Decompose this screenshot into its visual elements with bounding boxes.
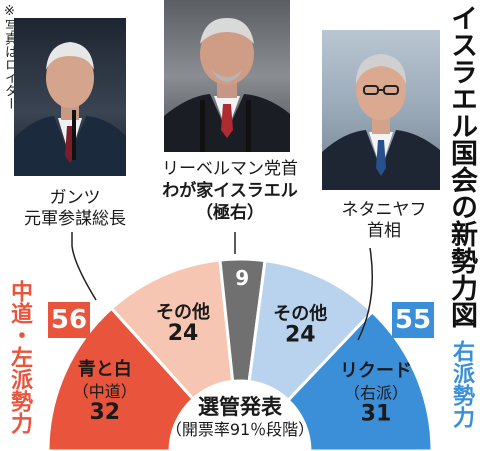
lieberman-party: わが家イスラエル xyxy=(162,181,298,201)
lieberman-ideology: （極右） xyxy=(196,203,264,223)
lieberman-photo xyxy=(164,0,290,152)
segment-likud xyxy=(286,309,434,451)
right-bloc-label: 右派勢力 xyxy=(449,340,474,428)
segment-left-others-value: 24 xyxy=(168,321,199,346)
center-caption: 選管発表 （開票率91％段階） xyxy=(150,394,330,440)
netanyahu-pointer xyxy=(357,247,374,341)
left-bloc-label: 中道・左派勢力 xyxy=(7,280,32,434)
segment-right-others-value: 24 xyxy=(285,323,316,348)
netanyahu-photo xyxy=(322,30,440,190)
segment-blue-and-white xyxy=(46,306,196,451)
gantz-pointer xyxy=(71,232,97,301)
lieberman-name: リーベルマン党首 xyxy=(162,159,298,179)
lieberman-caption: リーベルマン党首 わが家イスラエル （極右） xyxy=(130,158,330,224)
segment-likud-label: （右派） xyxy=(344,384,408,403)
segment-right-others-label: その他 xyxy=(273,303,327,325)
segment-blue-and-white-label: （中道） xyxy=(73,382,137,401)
segment-yisrael-beiteinu-value: 9 xyxy=(235,266,249,290)
netanyahu-name: ネタニヤフ xyxy=(341,200,427,220)
lieberman-portrait xyxy=(164,18,290,152)
netanyahu-title: 首相 xyxy=(367,221,401,241)
gantz-title: 元軍参謀総長 xyxy=(24,209,126,229)
right-bloc-total: 55 xyxy=(392,302,434,338)
gantz-portrait xyxy=(14,42,126,176)
segment-left-others-label: その他 xyxy=(156,301,210,323)
gantz-name: ガンツ xyxy=(49,188,101,208)
netanyahu-portrait xyxy=(322,54,440,190)
gantz-caption: ガンツ 元軍参謀総長 xyxy=(0,188,150,230)
netanyahu-caption: ネタニヤフ 首相 xyxy=(324,200,444,242)
center-title: 選管発表 xyxy=(198,395,282,419)
segment-blue-and-white-label: 青と白 xyxy=(78,358,132,380)
segment-blue-and-white-value: 32 xyxy=(89,400,120,425)
photo-credit: ※写真はロイター xyxy=(2,4,17,110)
center-subtitle: （開票率91％段階） xyxy=(165,420,315,439)
segment-likud-label: リクード xyxy=(340,361,412,382)
segment-likud-value: 31 xyxy=(361,402,392,427)
page-title: イスラエル国会の新勢力図 xyxy=(446,4,477,328)
gantz-photo xyxy=(14,18,126,176)
left-bloc-total: 56 xyxy=(48,302,90,338)
